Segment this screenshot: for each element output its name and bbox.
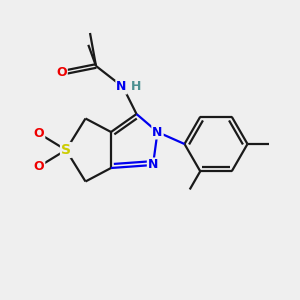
Text: S: S [61,143,71,157]
Text: H: H [131,80,142,94]
Text: N: N [148,158,158,172]
Text: O: O [34,160,44,173]
Text: N: N [152,125,163,139]
Text: O: O [56,65,67,79]
Text: N: N [116,80,127,94]
Text: O: O [34,127,44,140]
